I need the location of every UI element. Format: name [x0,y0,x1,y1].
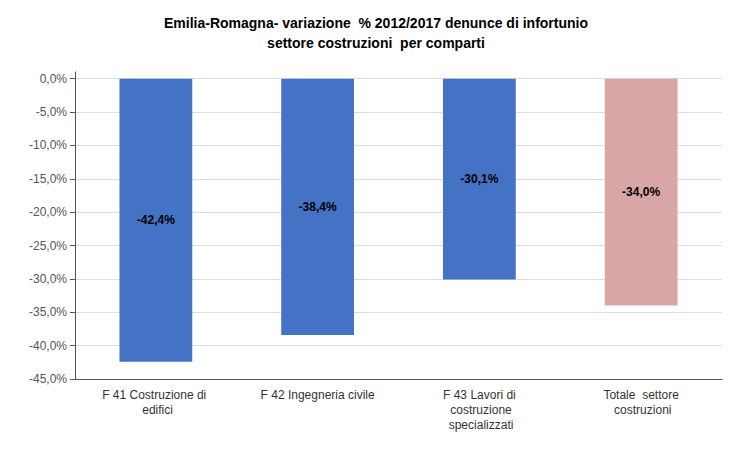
svg-text:costruzioni: costruzioni [611,403,672,417]
svg-text:-25,0%: -25,0% [29,239,67,253]
svg-text:0,0%: 0,0% [40,72,68,86]
svg-text:-35,0%: -35,0% [29,305,67,319]
svg-text:Emilia-Romagna- variazione %: Emilia-Romagna- variazione % 2012/2017 d… [164,15,588,31]
svg-text:edifici: edifici [139,403,173,417]
svg-text:-15,0%: -15,0% [29,172,67,186]
svg-text:-34,0%: -34,0% [622,185,660,199]
svg-text:F 41 Costruzione di: F 41 Costruzione di [102,388,209,402]
svg-text:costruzione: costruzione [447,403,512,417]
svg-text:F 43 Lavori di: F 43 Lavori di [443,388,516,402]
svg-text:-45,0%: -45,0% [29,372,67,386]
svg-text:-20,0%: -20,0% [29,205,67,219]
svg-text:-5,0%: -5,0% [36,105,68,119]
svg-text:-42,4%: -42,4% [137,213,175,227]
svg-text:-10,0%: -10,0% [29,138,67,152]
svg-text:-30,1%: -30,1% [460,172,498,186]
svg-text:-38,4%: -38,4% [299,200,337,214]
svg-text:F 42 Ingegneria civile: F 42 Ingegneria civile [261,388,375,402]
svg-text:specializzati: specializzati [445,418,513,432]
svg-text:-40,0%: -40,0% [29,339,67,353]
svg-text:settore costruzioni per compa: settore costruzioni per comparti [267,35,485,51]
svg-text:Totale settore: Totale settore [603,388,679,402]
svg-text:-30,0%: -30,0% [29,272,67,286]
